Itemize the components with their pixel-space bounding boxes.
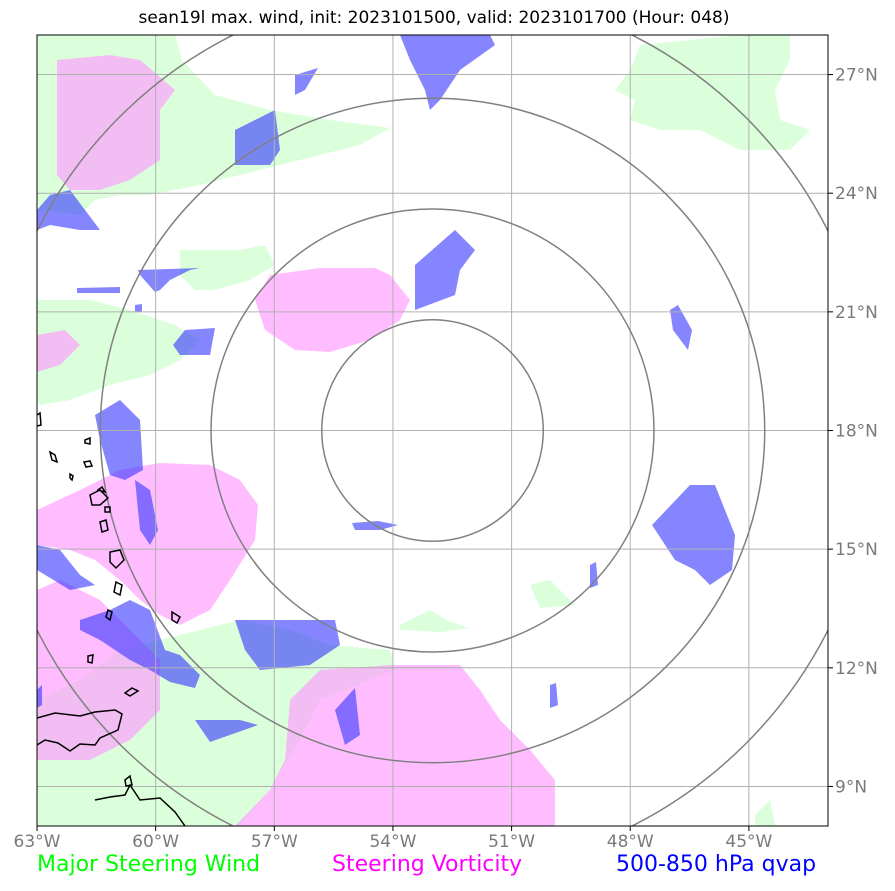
lon-tick-label: 51°W [488,832,535,852]
range-ring [210,208,655,653]
range-ring [99,97,766,764]
lon-tick-label: 63°W [14,832,61,852]
lat-tick-label: 12°N [835,659,878,679]
legend-steering-wind: Major Steering Wind [37,852,261,877]
legend-steering-vorticity: Steering Vorticity [332,852,523,877]
lon-tick-label: 48°W [607,832,654,852]
range-rings [37,35,828,826]
lon-tick-label: 57°W [251,832,298,852]
latitude-axis: 9°N 12°N 15°N 18°N 21°N 24°N 27°N [828,66,878,797]
lat-tick-label: 24°N [835,184,878,204]
lat-tick-label: 27°N [835,66,878,86]
lat-tick-label: 9°N [835,777,867,797]
lat-tick-label: 15°N [835,540,878,560]
legend-qvap: 500-850 hPa qvap [616,852,817,877]
range-ring [321,319,544,542]
lat-tick-label: 21°N [835,303,878,323]
coastlines [37,411,186,826]
longitude-axis: 63°W 60°W 57°W 54°W 51°W 48°W 45°W [14,826,773,852]
lon-tick-label: 54°W [369,832,416,852]
map-title: sean19l max. wind, init: 2023101500, val… [138,8,730,28]
lon-tick-label: 45°W [725,832,772,852]
lat-tick-label: 18°N [835,422,878,442]
lon-tick-label: 60°W [132,832,179,852]
